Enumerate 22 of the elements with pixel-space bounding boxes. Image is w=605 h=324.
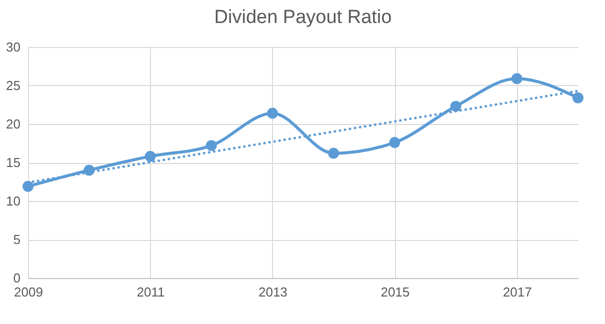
chart-title: Dividen Payout Ratio bbox=[214, 7, 392, 28]
point bbox=[144, 150, 156, 162]
x-tick-label: 2013 bbox=[258, 284, 288, 300]
y-tick-label: 15 bbox=[6, 155, 20, 170]
point bbox=[266, 108, 278, 119]
point bbox=[572, 92, 584, 104]
y-tick-label: 25 bbox=[6, 78, 20, 93]
x-tick-label: 2017 bbox=[502, 284, 532, 300]
point bbox=[328, 148, 340, 159]
y-tick-label: 20 bbox=[6, 116, 20, 132]
y-tick-label: 30 bbox=[6, 40, 20, 54]
point bbox=[511, 73, 522, 84]
point bbox=[389, 137, 400, 148]
y-tick-label: 5 bbox=[13, 232, 20, 247]
point bbox=[22, 180, 34, 192]
x-tick-label: 2015 bbox=[380, 284, 410, 300]
y-tick-label: 0 bbox=[13, 270, 20, 286]
y-tick-label: 10 bbox=[6, 194, 20, 208]
x-tick-label: 2011 bbox=[136, 284, 165, 300]
x-tick-label: 2009 bbox=[14, 284, 43, 300]
point bbox=[206, 140, 217, 152]
point bbox=[450, 100, 462, 112]
